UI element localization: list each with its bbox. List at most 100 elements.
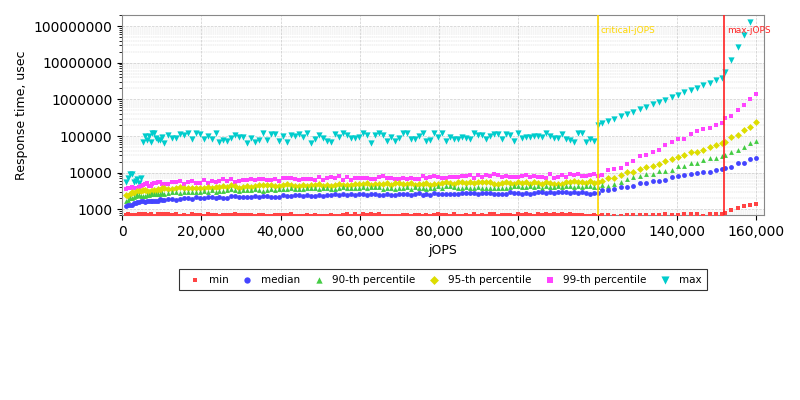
90-th percentile <box>432 183 445 190</box>
Legend: min, median, 90-th percentile, 95-th percentile, 99-th percentile, max: min, median, 90-th percentile, 95-th per… <box>179 269 706 290</box>
90-th percentile <box>349 184 362 191</box>
median <box>146 197 158 204</box>
median <box>134 198 147 204</box>
min <box>209 212 222 218</box>
95-th percentile <box>129 188 142 195</box>
99-th percentile <box>621 161 634 168</box>
99-th percentile <box>646 149 659 156</box>
99-th percentile <box>456 172 469 179</box>
min <box>289 213 302 219</box>
median <box>155 197 168 204</box>
95-th percentile <box>144 188 157 194</box>
90-th percentile <box>261 187 274 193</box>
median <box>372 192 385 198</box>
max <box>197 135 210 142</box>
min <box>197 212 210 219</box>
95-th percentile <box>719 139 732 145</box>
max <box>321 138 334 144</box>
max <box>412 133 425 139</box>
90-th percentile <box>150 191 162 198</box>
median <box>608 186 621 192</box>
median <box>325 192 338 198</box>
90-th percentile <box>452 184 465 191</box>
min <box>602 212 614 218</box>
95-th percentile <box>671 154 684 160</box>
90-th percentile <box>182 188 194 195</box>
max <box>500 131 513 138</box>
90-th percentile <box>368 184 381 190</box>
max <box>150 135 162 141</box>
99-th percentile <box>476 174 489 180</box>
99-th percentile <box>237 177 250 184</box>
95-th percentile <box>539 179 552 185</box>
median <box>261 193 274 200</box>
max <box>325 138 338 145</box>
99-th percentile <box>146 181 158 187</box>
99-th percentile <box>436 175 449 181</box>
90-th percentile <box>193 189 206 195</box>
99-th percentile <box>154 178 166 185</box>
max <box>261 137 274 144</box>
95-th percentile <box>547 180 560 187</box>
90-th percentile <box>388 186 401 192</box>
95-th percentile <box>182 185 194 191</box>
99-th percentile <box>508 174 521 180</box>
90-th percentile <box>174 190 186 196</box>
99-th percentile <box>587 171 600 177</box>
99-th percentile <box>500 173 513 180</box>
median <box>535 189 548 196</box>
99-th percentile <box>182 179 194 185</box>
99-th percentile <box>162 181 174 188</box>
95-th percentile <box>309 182 322 188</box>
95-th percentile <box>614 172 627 178</box>
min <box>671 212 684 218</box>
90-th percentile <box>257 187 270 194</box>
median <box>376 192 389 198</box>
max <box>162 132 174 139</box>
min <box>131 212 144 218</box>
99-th percentile <box>134 183 147 189</box>
90-th percentile <box>372 184 385 190</box>
99-th percentile <box>281 175 294 182</box>
99-th percentile <box>468 175 481 182</box>
95-th percentile <box>317 183 330 189</box>
99-th percentile <box>329 174 342 181</box>
90-th percentile <box>127 194 140 200</box>
min <box>420 212 433 218</box>
Text: critical-jOPS: critical-jOPS <box>600 26 654 35</box>
median <box>277 192 290 199</box>
99-th percentile <box>170 179 182 185</box>
max <box>127 179 140 185</box>
90-th percentile <box>400 184 413 190</box>
median <box>684 170 697 177</box>
min <box>237 212 250 218</box>
median <box>158 197 170 203</box>
90-th percentile <box>233 188 246 194</box>
max <box>134 175 147 181</box>
max <box>551 135 564 141</box>
90-th percentile <box>333 185 346 191</box>
median <box>131 199 144 205</box>
90-th percentile <box>436 185 449 192</box>
median <box>595 187 608 193</box>
99-th percentile <box>671 136 684 142</box>
95-th percentile <box>120 192 133 198</box>
95-th percentile <box>345 182 358 189</box>
min <box>186 211 198 217</box>
99-th percentile <box>131 185 144 191</box>
max <box>543 132 556 139</box>
median <box>178 195 190 202</box>
max <box>376 132 389 138</box>
99-th percentile <box>178 180 190 187</box>
median <box>360 192 373 198</box>
99-th percentile <box>341 173 354 180</box>
95-th percentile <box>690 149 703 155</box>
90-th percentile <box>595 182 608 188</box>
95-th percentile <box>563 179 576 185</box>
min <box>512 211 525 217</box>
90-th percentile <box>360 185 373 191</box>
95-th percentile <box>512 179 525 185</box>
95-th percentile <box>591 179 604 186</box>
90-th percentile <box>468 185 481 191</box>
90-th percentile <box>217 188 230 194</box>
